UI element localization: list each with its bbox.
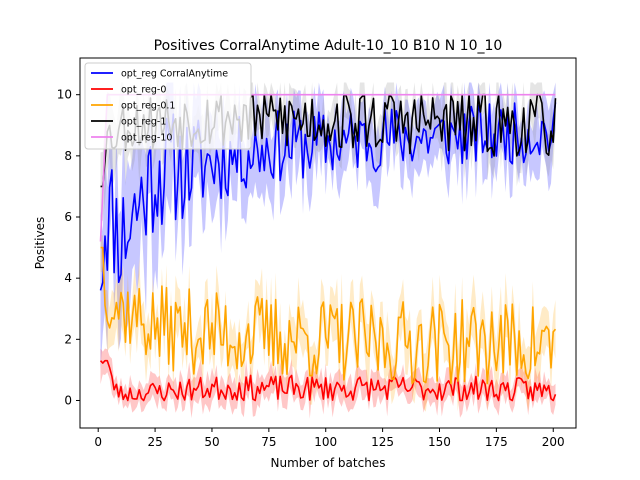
plot-frame <box>79 57 577 429</box>
x-tick-label: 75 <box>261 435 276 449</box>
y-tick-label: 0 <box>64 393 72 407</box>
y-axis-ticks: 0 2 4 6 8 10 <box>57 88 80 407</box>
x-tick-label: 150 <box>428 435 451 449</box>
x-axis-label: Number of batches <box>271 456 386 470</box>
band-1 <box>100 348 556 419</box>
x-axis-ticks: 0 25 50 75 100 125 150 175 200 <box>94 428 565 449</box>
y-tick-label: 10 <box>57 88 72 102</box>
legend: opt_reg CorralAnytime opt_reg-0 opt_reg-0.… <box>84 62 252 150</box>
legend-box <box>84 62 252 150</box>
y-tick-label: 4 <box>64 271 72 285</box>
x-tick-label: 100 <box>314 435 337 449</box>
series-line-2 <box>100 246 557 385</box>
x-tick-label: 0 <box>94 435 102 449</box>
legend-label-1: opt_reg-0 <box>121 85 166 96</box>
legend-label-0: opt_reg CorralAnytime <box>121 69 228 80</box>
y-tick-label: 6 <box>64 210 72 224</box>
x-tick-label: 50 <box>204 435 219 449</box>
legend-label-4: opt_reg-10 <box>121 133 172 144</box>
x-tick-label: 175 <box>485 435 508 449</box>
x-tick-label: 25 <box>147 435 162 449</box>
chart-title: Positives CorralAnytime Adult-10_10 B10 … <box>154 38 503 54</box>
y-axis-label: Positives <box>33 217 47 270</box>
y-tick-label: 8 <box>64 149 72 163</box>
legend-label-3: opt_reg-1 <box>121 117 166 128</box>
series-line-1 <box>99 359 557 402</box>
x-tick-label: 200 <box>542 435 565 449</box>
x-tick-label: 125 <box>371 435 394 449</box>
band-2 <box>100 235 556 412</box>
band-0 <box>100 82 556 370</box>
legend-label-2: opt_reg-0.1 <box>121 101 175 112</box>
y-tick-label: 2 <box>64 332 72 346</box>
